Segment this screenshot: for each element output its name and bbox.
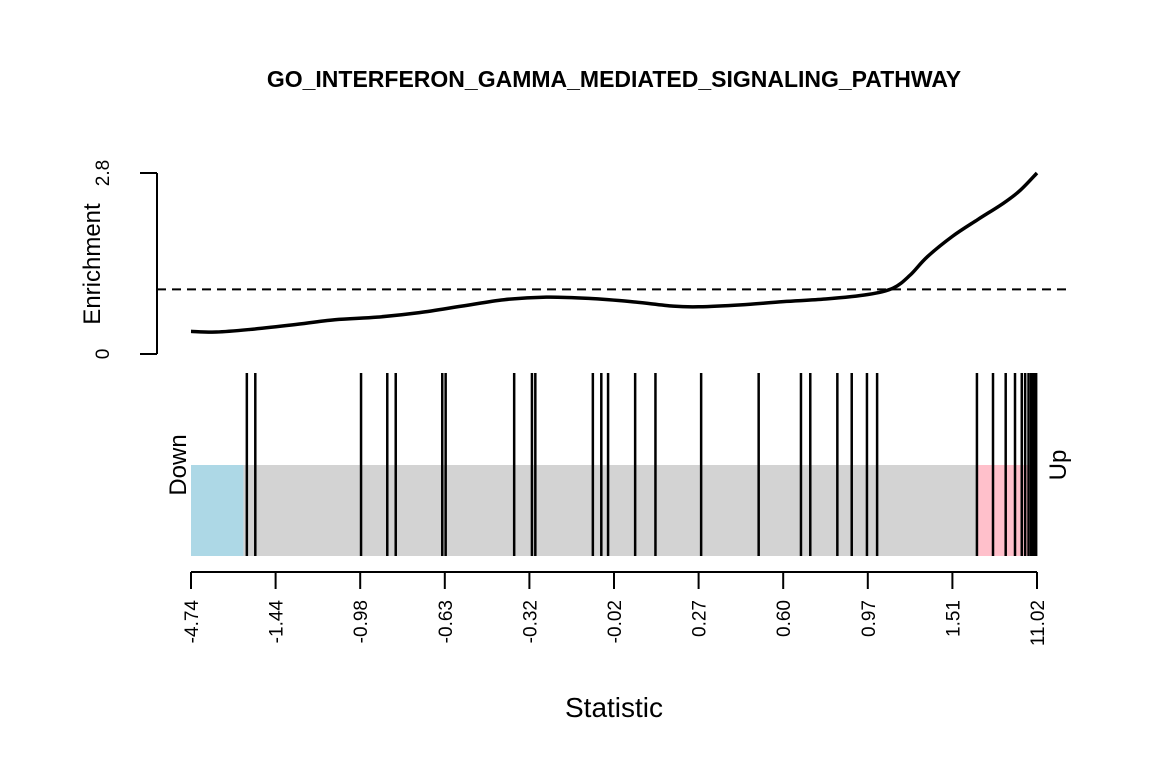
x-tick-label: 0.27 (690, 600, 711, 637)
x-axis: -4.74 -1.44 -0.98 -0.63 -0.32 -0.02 0.27 0.60 0.… (182, 571, 1049, 723)
x-tick-label: -4.74 (182, 600, 203, 644)
middle-region-band (243, 465, 978, 556)
x-tick-label: -1.44 (267, 600, 288, 644)
x-axis-title: Statistic (565, 692, 663, 723)
x-tick-label: -0.63 (436, 600, 457, 643)
x-tick-label: 1.51 (943, 600, 964, 637)
up-label: Up (1045, 450, 1072, 481)
y-tick-label-max: 2.8 (93, 160, 114, 186)
enrichment-panel: 2.8 0 Enrichment (79, 160, 1072, 360)
x-tick-label: 11.02 (1028, 600, 1049, 646)
barcode-panel: Down Up (165, 373, 1072, 556)
x-tick-label: 0.60 (774, 600, 795, 637)
down-region-band (191, 465, 244, 556)
gene-set-bars (245, 373, 1038, 556)
x-tick-label: -0.02 (605, 600, 626, 643)
down-label: Down (165, 434, 192, 495)
up-region-band (977, 465, 1037, 556)
x-tick-label: -0.98 (351, 600, 372, 643)
enrichment-curve (190, 171, 1039, 334)
y-tick-label-min: 0 (93, 349, 114, 360)
x-tick-label: -0.32 (520, 600, 541, 643)
x-tick-label: 0.97 (859, 600, 880, 637)
x-ticks: -4.74 -1.44 -0.98 -0.63 -0.32 -0.02 0.27 0.60 0.… (182, 572, 1049, 646)
chart-title: GO_INTERFERON_GAMMA_MEDIATED_SIGNALING_P… (267, 66, 961, 92)
y-axis-title: Enrichment (79, 203, 106, 325)
